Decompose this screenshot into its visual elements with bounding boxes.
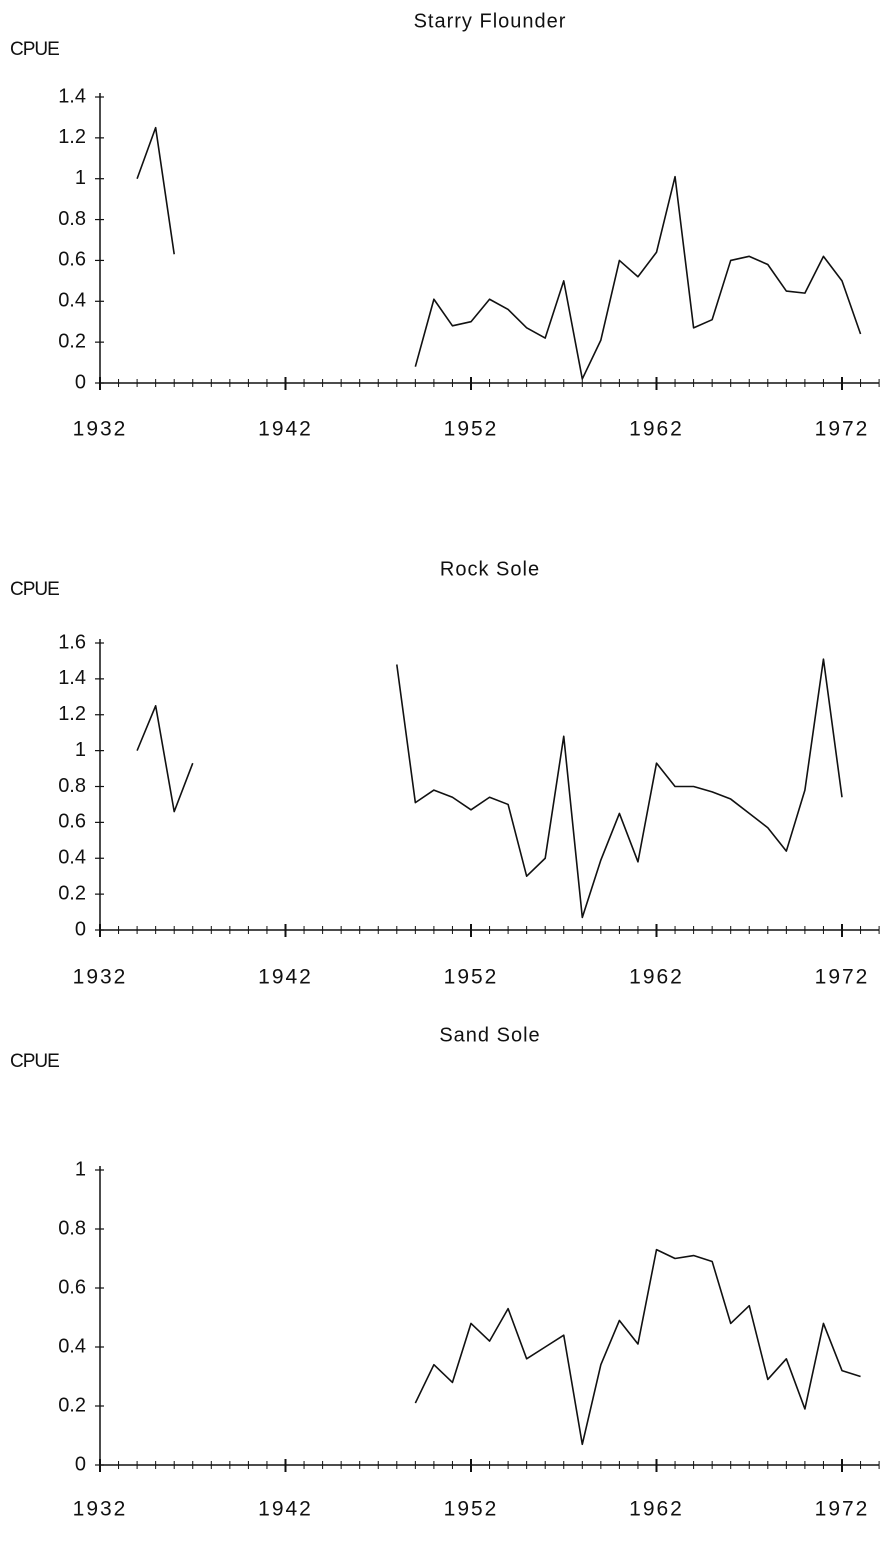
y-tick-label: 0.6 [58, 811, 86, 833]
x-tick-label: 1972 [815, 966, 870, 989]
x-tick-label: 1932 [73, 418, 128, 441]
y-tick-label: 0 [75, 1453, 86, 1475]
x-tick-label: 1952 [444, 966, 499, 989]
x-tick-label: 1962 [629, 1498, 684, 1521]
x-tick-label: 1962 [629, 966, 684, 989]
y-tick-label: 0.6 [58, 1276, 86, 1298]
data-line [136, 658, 843, 919]
y-tick-label: 0.8 [58, 775, 86, 797]
y-tick-label: 0.4 [58, 847, 86, 869]
y-tick-label: 0.8 [58, 208, 86, 230]
y-tick-label: 1 [75, 1158, 86, 1180]
y-tick-label: 0 [75, 371, 86, 393]
y-tick-label: 1.6 [58, 631, 86, 653]
x-tick-label: 1962 [629, 418, 684, 441]
x-tick-label: 1952 [444, 418, 499, 441]
x-tick-label: 1972 [815, 1498, 870, 1521]
y-axis-label: CPUE [10, 579, 59, 600]
y-tick-label: 1.2 [58, 703, 86, 725]
y-tick-label: 0.2 [58, 882, 86, 904]
y-tick-label: 0.8 [58, 1217, 86, 1239]
x-tick-label: 1952 [444, 1498, 499, 1521]
y-tick-label: 1.4 [58, 85, 86, 107]
x-tick-label: 1942 [258, 966, 313, 989]
y-tick-label: 0 [75, 918, 86, 940]
data-line [136, 126, 862, 380]
y-tick-label: 1.2 [58, 126, 86, 148]
data-line [414, 1248, 861, 1446]
chart-title: Sand Sole [439, 1024, 540, 1046]
y-tick-label: 1 [75, 167, 86, 189]
x-tick-label: 1942 [258, 1498, 313, 1521]
x-tick-label: 1942 [258, 418, 313, 441]
y-tick-label: 1.4 [58, 667, 86, 689]
y-tick-label: 0.2 [58, 330, 86, 352]
chart-title: Starry Flounder [414, 10, 567, 32]
y-tick-label: 0.6 [58, 249, 86, 271]
chart-title: Rock Sole [440, 558, 540, 580]
x-tick-label: 1932 [73, 966, 128, 989]
y-tick-label: 0.4 [58, 1335, 86, 1357]
x-tick-label: 1972 [815, 418, 870, 441]
y-axis-label: CPUE [10, 39, 59, 60]
y-tick-label: 0.2 [58, 1394, 86, 1416]
y-tick-label: 0.4 [58, 290, 86, 312]
y-tick-label: 1 [75, 739, 86, 761]
x-tick-label: 1932 [73, 1498, 128, 1521]
y-axis-label: CPUE [10, 1051, 59, 1072]
